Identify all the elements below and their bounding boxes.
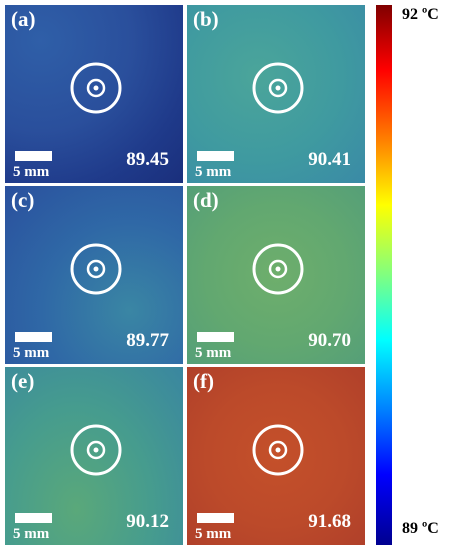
thermal-panel: (a) 89.45 5 mm xyxy=(5,5,183,183)
ring xyxy=(268,440,288,460)
scale-bar xyxy=(15,513,52,523)
panel-value: 89.45 xyxy=(126,149,169,170)
ring xyxy=(86,259,106,279)
scale-bar xyxy=(197,151,234,161)
thermal-panel: (c) 89.77 5 mm xyxy=(5,186,183,364)
ring xyxy=(70,424,122,476)
scale-label: 5 mm xyxy=(13,164,50,180)
panel-value: 90.70 xyxy=(308,330,351,351)
scale-bar xyxy=(197,332,234,342)
dot xyxy=(93,85,99,91)
thermal-panel: (f) 91.68 5 mm xyxy=(187,367,365,545)
ring xyxy=(86,440,106,460)
target-marker xyxy=(252,62,304,114)
target-marker xyxy=(252,243,304,295)
panel-label: (b) xyxy=(193,7,219,31)
target-marker xyxy=(70,62,122,114)
panel-label: (d) xyxy=(193,188,219,212)
ring xyxy=(86,78,106,98)
dot xyxy=(93,447,99,453)
dot xyxy=(275,447,281,453)
panel-label: (f) xyxy=(193,369,214,393)
panel-label: (c) xyxy=(11,188,35,212)
colorbar-top-label: 92 ºC xyxy=(402,6,439,23)
target-marker xyxy=(252,424,304,476)
ring xyxy=(70,62,122,114)
scale-label: 5 mm xyxy=(195,164,232,180)
ring xyxy=(268,259,288,279)
scale-bar xyxy=(15,151,52,161)
colorbar-bottom-label: 89 ºC xyxy=(402,520,439,537)
ring xyxy=(252,243,304,295)
scale-label: 5 mm xyxy=(195,526,232,542)
thermal-panel: (d) 90.70 5 mm xyxy=(187,186,365,364)
ring xyxy=(268,78,288,98)
panel-value: 90.12 xyxy=(126,511,169,532)
panel-value: 90.41 xyxy=(308,149,351,170)
ring xyxy=(252,62,304,114)
panel-label: (a) xyxy=(11,7,36,31)
thermal-panel: (e) 90.12 5 mm xyxy=(5,367,183,545)
scale-label: 5 mm xyxy=(195,345,232,361)
scale-label: 5 mm xyxy=(13,345,50,361)
thermal-panel: (b) 90.41 5 mm xyxy=(187,5,365,183)
scale-bar xyxy=(197,513,234,523)
panel-value: 89.77 xyxy=(126,330,169,351)
ring xyxy=(70,243,122,295)
panel-label: (e) xyxy=(11,369,35,393)
panel-value: 91.68 xyxy=(308,511,351,532)
dot xyxy=(275,266,281,272)
target-marker xyxy=(70,424,122,476)
dot xyxy=(93,266,99,272)
colorbar xyxy=(376,5,392,545)
dot xyxy=(275,85,281,91)
scale-bar xyxy=(15,332,52,342)
target-marker xyxy=(70,243,122,295)
scale-label: 5 mm xyxy=(13,526,50,542)
ring xyxy=(252,424,304,476)
